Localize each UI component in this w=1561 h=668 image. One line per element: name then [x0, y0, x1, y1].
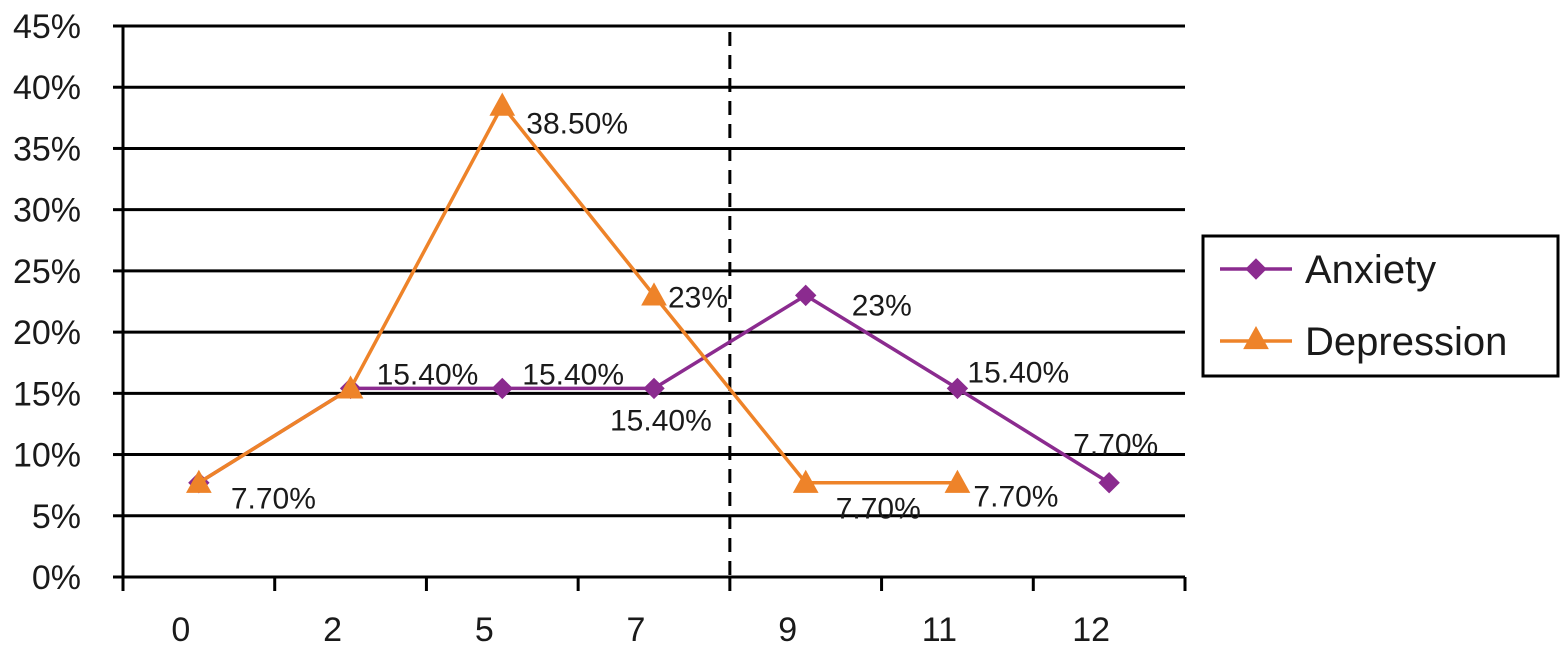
data-point-anxiety	[643, 377, 665, 400]
x-tick-label: 9	[778, 611, 797, 649]
data-label-anxiety: 15.40%	[967, 356, 1069, 389]
legend-label-depression: Depression	[1305, 320, 1507, 364]
y-tick-label: 20%	[13, 314, 81, 352]
data-label-anxiety: 15.40%	[610, 404, 712, 437]
data-label-anxiety: 15.40%	[522, 358, 624, 391]
data-point-depression	[792, 469, 819, 493]
legend-marker-depression	[1243, 325, 1269, 350]
legend-label-anxiety: Anxiety	[1305, 248, 1436, 292]
axes: 0% 5% 10% 15% 20% 25% 30% 35% 40% 45% 0 2 5 7 9 11 12	[13, 8, 1187, 649]
data-point-depression	[186, 469, 212, 493]
data-point-depression	[641, 282, 667, 306]
data-label-depression: 7.70%	[973, 481, 1058, 514]
data-point-anxiety	[795, 284, 817, 307]
data-point-anxiety	[491, 377, 513, 400]
y-tick-label: 5%	[32, 498, 81, 536]
data-label-depression: 38.50%	[526, 108, 628, 141]
data-point-anxiety	[946, 377, 969, 400]
data-label-depression: 23%	[668, 281, 728, 314]
y-tick-label: 25%	[13, 253, 81, 291]
data-point-anxiety	[1098, 472, 1120, 494]
x-tick-label: 2	[323, 611, 342, 649]
data-label-anxiety: 7.70%	[1073, 429, 1158, 462]
legend-marker-anxiety	[1245, 258, 1267, 280]
y-tick-label: 45%	[13, 8, 81, 46]
data-point-depression	[337, 375, 364, 399]
y-tick-label: 40%	[13, 69, 81, 107]
x-tick-label: 5	[475, 611, 494, 649]
y-tick-label: 0%	[32, 559, 81, 597]
y-tick-label: 30%	[13, 192, 81, 230]
y-tick-label: 10%	[13, 437, 81, 475]
gridlines	[123, 24, 1185, 518]
y-tick-label: 35%	[13, 130, 81, 168]
legend: Anxiety Depression	[1201, 234, 1560, 378]
x-tick-label: 0	[171, 611, 190, 649]
x-tick-label: 11	[922, 611, 957, 649]
series-line-depression	[197, 102, 958, 485]
series	[186, 92, 1120, 494]
x-tick-label: 7	[627, 611, 646, 649]
data-point-depression	[489, 92, 516, 116]
data-point-depression	[944, 469, 971, 493]
data-label-anxiety: 23%	[852, 289, 912, 322]
data-label-depression: 7.70%	[836, 493, 921, 526]
legend-box	[1201, 234, 1560, 378]
data-label-anxiety: 15.40%	[377, 358, 479, 391]
y-tick-label: 15%	[13, 375, 81, 413]
data-labels: 15.40% 15.40% 15.40% 23% 15.40% 7.70% 7.70% 38.…	[231, 108, 1158, 526]
x-tick-label: 12	[1072, 611, 1110, 649]
data-label-depression: 7.70%	[231, 483, 316, 516]
